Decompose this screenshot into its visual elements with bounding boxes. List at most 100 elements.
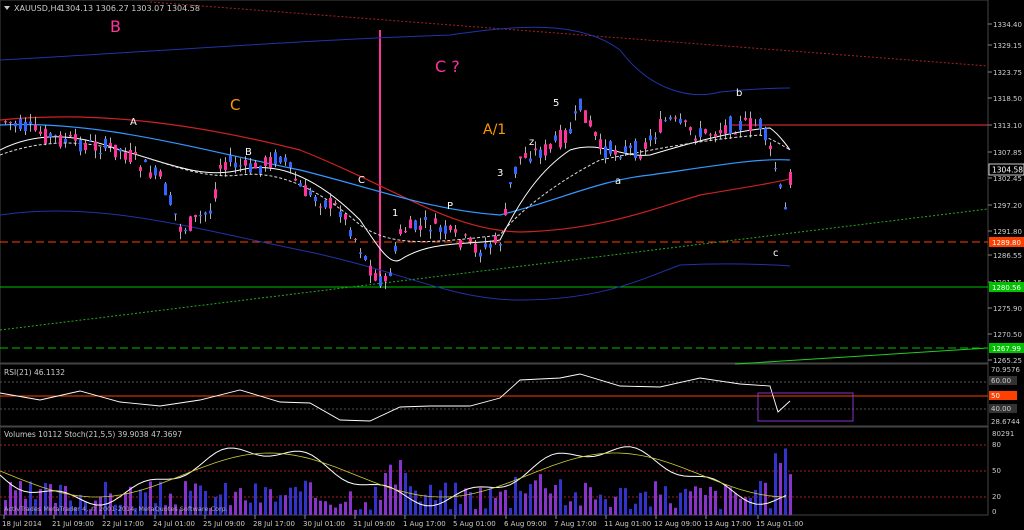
volume-bar — [269, 489, 272, 515]
volume-bar — [84, 501, 87, 515]
candle-body — [334, 202, 337, 205]
volume-bar — [454, 482, 457, 515]
candle-body — [544, 144, 547, 156]
candle-body — [679, 118, 682, 124]
candle-body — [534, 148, 537, 151]
rsi-axis-label: 50 — [991, 392, 1000, 400]
volume-bar — [559, 479, 562, 515]
volume-bar — [634, 503, 637, 515]
volume-bar — [24, 498, 27, 515]
candle-body — [704, 129, 707, 134]
rsi-highlight-box[interactable] — [757, 392, 854, 422]
candle-body — [259, 165, 262, 174]
candle-body — [189, 216, 192, 231]
wave-label: z — [529, 137, 534, 148]
wave-label: B — [245, 147, 252, 158]
volume-bar — [624, 488, 627, 515]
candle-body — [674, 117, 677, 119]
rsi-level-tag — [989, 404, 1017, 413]
candle-body — [44, 128, 47, 144]
wave-label: 5 — [553, 98, 559, 109]
candle-body — [784, 207, 787, 210]
candle-body — [724, 125, 727, 134]
candle-body — [519, 156, 522, 159]
candle-body — [564, 130, 567, 143]
candle-body — [589, 120, 592, 127]
volume-bar — [119, 504, 122, 515]
trendline-red-dotted[interactable] — [149, 1, 989, 67]
volume-bar — [304, 480, 307, 515]
wave-label: a — [615, 176, 621, 187]
time-label: 7 Aug 17:00 — [554, 520, 597, 528]
ma-blue[interactable] — [0, 123, 791, 216]
candle-body — [349, 229, 352, 237]
candle-body — [239, 165, 242, 167]
price-label: 1334.40 — [993, 21, 1022, 29]
candle-body — [399, 229, 402, 235]
candle-body — [584, 110, 587, 123]
volume-bar — [499, 491, 502, 515]
volume-bar — [584, 482, 587, 515]
candle-body — [629, 145, 632, 148]
candle-body — [134, 151, 137, 155]
candle-body — [309, 190, 312, 196]
volume-bar — [654, 481, 657, 515]
ma-white-solid[interactable] — [0, 127, 791, 262]
volume-bar — [14, 490, 17, 515]
volume-bar — [19, 481, 22, 515]
band-lower[interactable] — [0, 210, 791, 301]
rsi-line[interactable] — [0, 373, 791, 422]
trendline-green-dotted[interactable] — [0, 208, 989, 331]
candle-body — [384, 275, 387, 282]
candlestick-series[interactable] — [4, 98, 792, 290]
volume-bar — [104, 481, 107, 515]
volume-bars[interactable] — [4, 448, 792, 515]
candle-body — [179, 226, 182, 232]
current-price-tag — [988, 163, 1024, 176]
volume-bar — [779, 462, 782, 515]
rsi-panel — [0, 363, 989, 427]
candle-body — [594, 132, 597, 137]
volume-bar — [534, 480, 537, 515]
volume-bar — [704, 495, 707, 515]
candle-body — [69, 134, 72, 137]
candle-body — [114, 144, 117, 158]
volume-bar — [699, 488, 702, 515]
band-upper[interactable] — [0, 26, 791, 95]
time-label: 1 Aug 17:00 — [403, 520, 446, 528]
ma-red[interactable] — [0, 116, 791, 233]
stoch-signal-line[interactable] — [0, 452, 787, 498]
candle-body — [524, 152, 527, 158]
time-label: 22 Jul 17:00 — [102, 520, 144, 528]
candle-body — [689, 127, 692, 131]
candle-body — [219, 164, 222, 169]
price-tag-label: 1267.99 — [992, 345, 1021, 353]
candle-body — [614, 150, 617, 155]
candle-body — [109, 143, 112, 147]
candle-body — [604, 146, 607, 159]
volume-bar — [249, 502, 252, 515]
volume-bar — [744, 497, 747, 515]
menu-arrow-icon[interactable] — [4, 6, 10, 10]
ma-white-dashed[interactable] — [0, 134, 791, 243]
candle-body — [184, 229, 187, 232]
candle-body — [104, 138, 107, 149]
trendline-green-solid[interactable] — [734, 347, 989, 365]
candle-body — [649, 135, 652, 141]
volume-bar — [39, 489, 42, 515]
volume-bar — [169, 493, 172, 515]
volume-bar — [529, 484, 532, 515]
time-label: 21 Jul 09:00 — [52, 520, 94, 528]
candle-body — [214, 189, 217, 199]
candle-body — [414, 220, 417, 230]
volume-bar — [394, 484, 397, 515]
rsi-axis-label: 60.00 — [991, 377, 1011, 385]
candle-body — [699, 128, 702, 137]
candle-body — [4, 121, 7, 123]
current-price: 1304.58 — [992, 166, 1023, 175]
time-label: 6 Aug 09:00 — [504, 520, 547, 528]
candle-body — [509, 182, 512, 185]
volume-bar — [299, 491, 302, 515]
candle-body — [504, 208, 507, 216]
